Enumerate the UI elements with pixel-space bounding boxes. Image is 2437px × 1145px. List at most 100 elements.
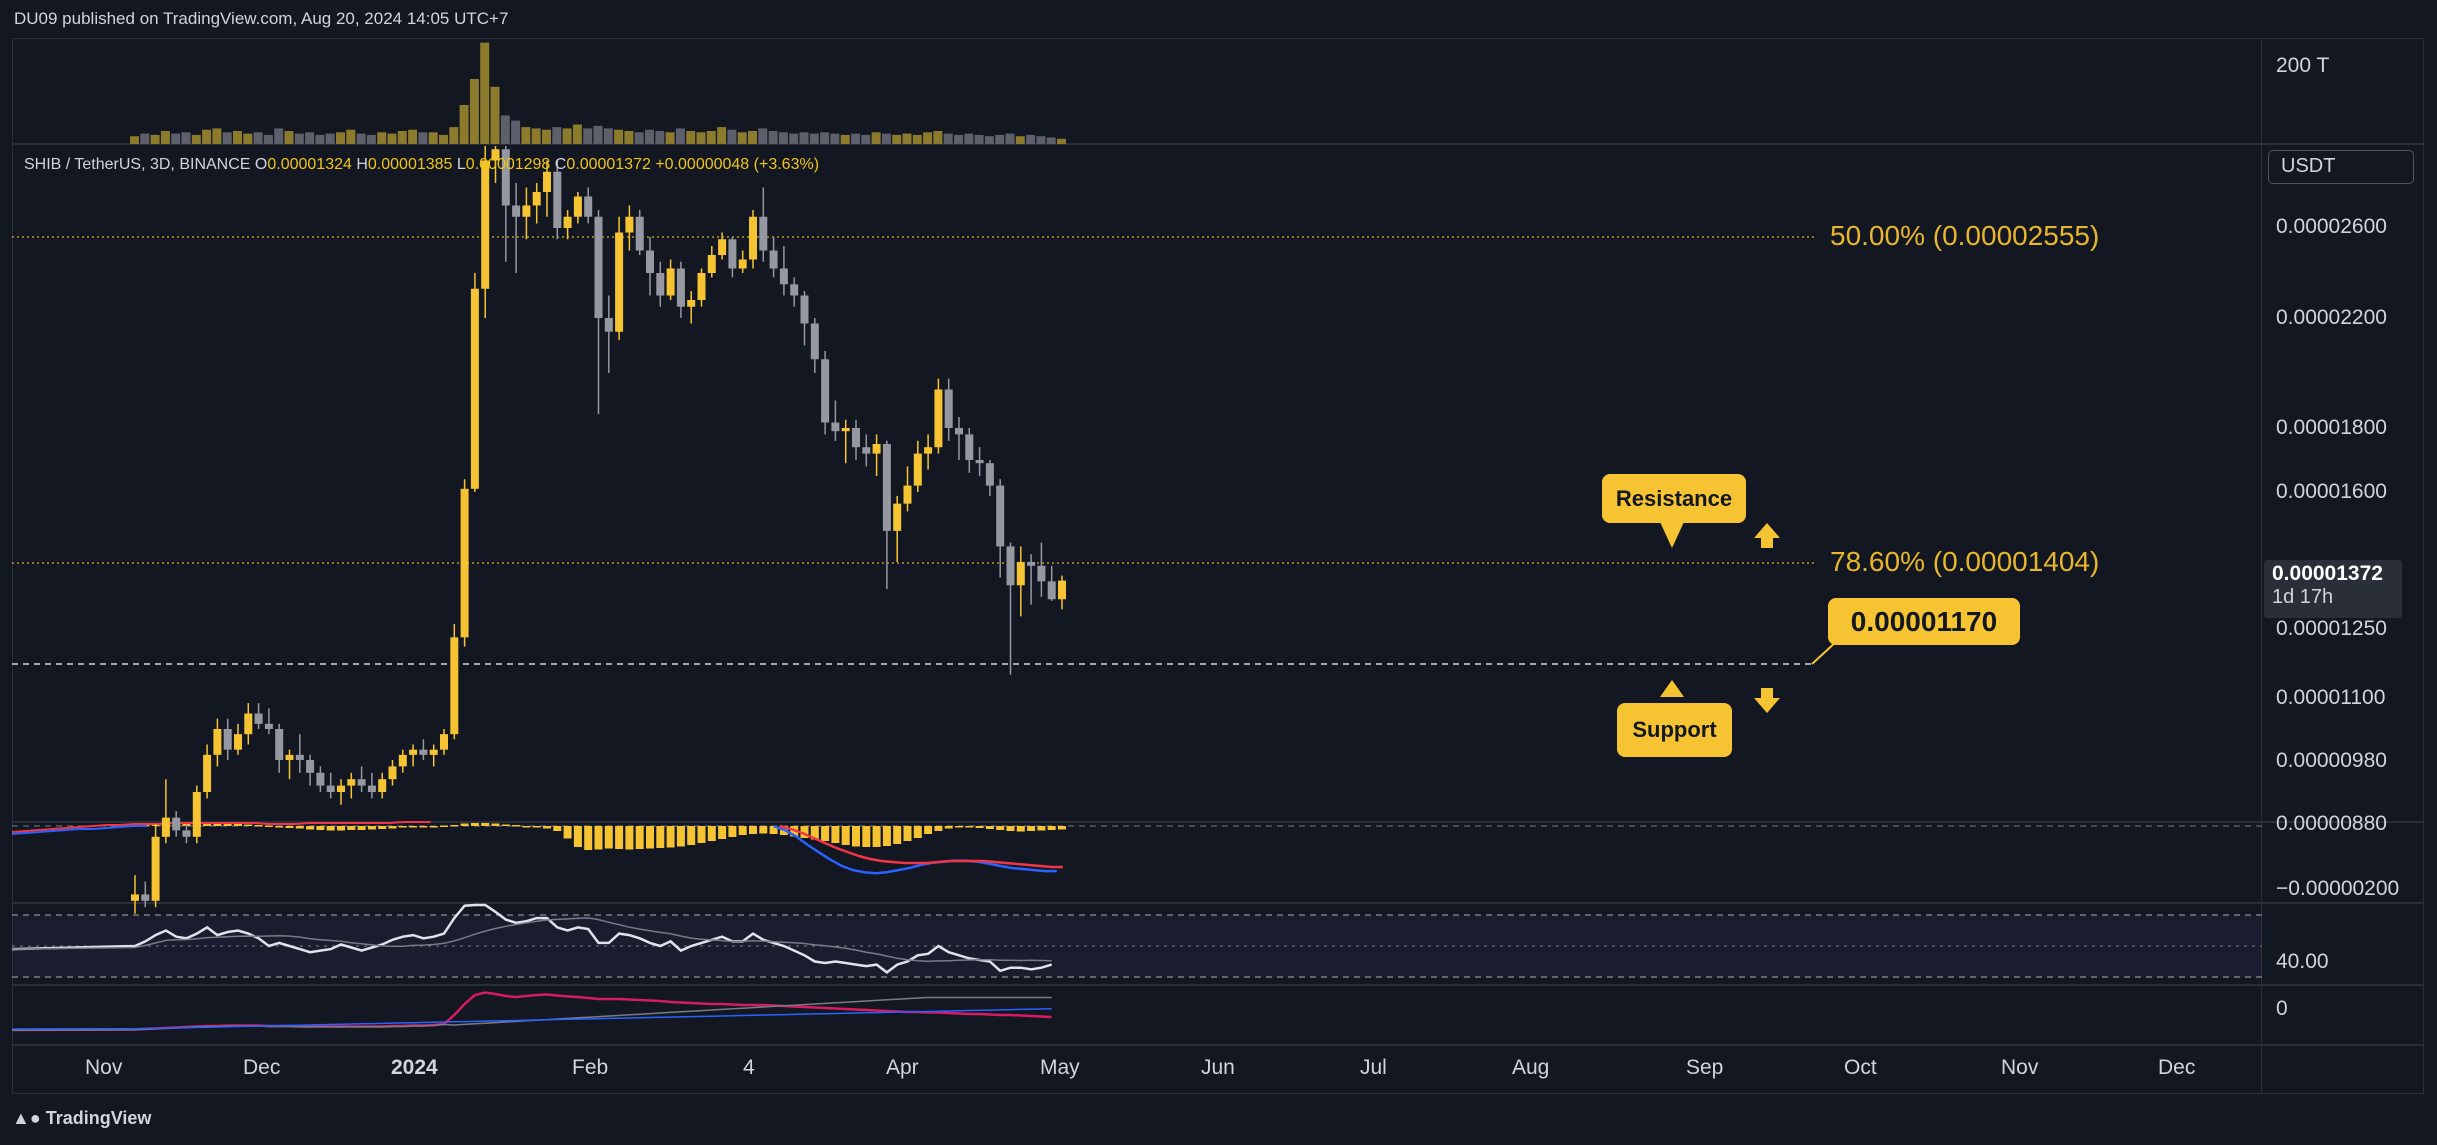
macd-tick: −0.00000200: [2276, 877, 2400, 900]
macd-histogram-bar: [213, 823, 222, 826]
price-axis[interactable]: [2262, 38, 2424, 1094]
time-tick: Feb: [572, 1056, 609, 1079]
volume-bar: [253, 132, 263, 144]
volume-bar: [655, 131, 665, 144]
candle-bear: [316, 772, 325, 786]
macd-histogram-bar: [501, 824, 510, 826]
macd-histogram-bar: [223, 823, 232, 826]
candle-bear: [172, 817, 181, 831]
candle-bull: [1016, 561, 1025, 586]
volume-bar: [459, 105, 469, 144]
volume-bar: [377, 132, 387, 144]
candle-bear: [1006, 546, 1015, 586]
macd-histogram-bar: [491, 823, 500, 826]
macd-histogram-bar: [635, 826, 644, 849]
volume-bar: [933, 131, 943, 144]
volume-bar: [665, 132, 675, 144]
volume-bar: [336, 132, 345, 144]
time-tick: 4: [743, 1056, 755, 1079]
macd-histogram-bar: [234, 824, 242, 826]
macd-histogram-bar: [440, 825, 448, 827]
candle-bull: [738, 259, 747, 269]
macd-histogram-bar: [769, 826, 778, 834]
volume-bar: [892, 134, 902, 144]
candle-bear: [512, 205, 521, 217]
candle-bear: [223, 729, 232, 750]
candle-bull: [131, 894, 139, 901]
macd-histogram-bar: [429, 826, 438, 828]
candle-bull: [347, 779, 356, 786]
currency-button[interactable]: USDT: [2268, 150, 2414, 184]
macd-histogram-bar: [398, 826, 407, 828]
time-tick: 2024: [391, 1056, 438, 1079]
candle-bull: [718, 239, 727, 255]
candle-bear: [1027, 561, 1036, 566]
volume-bar: [572, 124, 582, 144]
macd-histogram-bar: [707, 826, 716, 841]
tradingview-logo[interactable]: ▲● TradingView: [12, 1108, 151, 1129]
macd-histogram-bar: [903, 826, 912, 841]
chart-pane[interactable]: [12, 38, 2262, 1094]
candle-bear: [769, 250, 778, 269]
moving-average-line: [11, 821, 431, 833]
macd-histogram-bar: [728, 826, 737, 837]
macd-histogram-bar: [862, 826, 871, 847]
arrow-up-icon: [1754, 523, 1780, 548]
macd-histogram-bar: [347, 826, 356, 830]
time-tick: Dec: [2158, 1056, 2196, 1079]
macd-histogram-bar: [841, 826, 850, 845]
volume-bar: [954, 134, 963, 144]
price-tick: 0.00000980: [2276, 749, 2387, 772]
volume-bar: [366, 134, 376, 144]
candle-bull: [532, 192, 541, 206]
macd-histogram-bar: [326, 826, 335, 831]
macd-histogram-bar: [676, 826, 685, 847]
macd-histogram-bar: [553, 826, 562, 831]
support-price-callout: 0.00001170: [1828, 598, 2020, 645]
candle-bear: [553, 171, 562, 228]
bar-countdown: 1d 17h: [2272, 586, 2334, 608]
candle-bull: [234, 734, 242, 750]
candle-bear: [656, 273, 665, 296]
macd-histogram-bar: [254, 825, 263, 827]
candle-bear: [264, 723, 273, 729]
candle-bear: [594, 216, 603, 318]
macd-histogram-bar: [594, 826, 603, 850]
volume-bar: [428, 132, 438, 144]
candle-bull: [924, 447, 933, 454]
volume-bar: [449, 127, 459, 144]
macd-histogram-bar: [893, 826, 902, 844]
candle-bear: [800, 295, 809, 324]
time-tick: Nov: [2001, 1056, 2039, 1079]
candle-bull: [285, 754, 294, 760]
time-tick: Apr: [886, 1056, 919, 1079]
volume-bar: [943, 133, 953, 144]
volume-bar: [758, 128, 768, 144]
resistance-callout-pointer: [1660, 522, 1684, 548]
candle-bull: [893, 503, 902, 531]
macd-histogram-bar: [275, 826, 284, 828]
macd-histogram-bar: [584, 826, 593, 850]
candle-bear: [646, 250, 654, 273]
volume-bar: [789, 133, 799, 144]
volume-bar: [861, 134, 871, 144]
volume-bar: [1026, 134, 1036, 144]
macd-histogram-bar: [955, 826, 963, 828]
volume-bar: [737, 132, 747, 144]
candle-bull: [460, 488, 469, 638]
macd-histogram-bar: [800, 826, 809, 838]
macd-histogram-bar: [697, 826, 706, 843]
candle-bear: [790, 284, 799, 296]
candle-bear: [862, 447, 871, 454]
candle-bear: [759, 216, 768, 251]
candle-bull: [409, 749, 418, 755]
candle-bear: [955, 428, 963, 435]
volume-bar: [603, 128, 613, 144]
candle-bull: [563, 216, 572, 228]
support-callout: Support: [1617, 703, 1732, 757]
macd-histogram-bar: [975, 826, 984, 828]
volume-bar: [469, 79, 479, 144]
volume-bar: [912, 134, 922, 144]
volume-bar: [614, 129, 624, 144]
